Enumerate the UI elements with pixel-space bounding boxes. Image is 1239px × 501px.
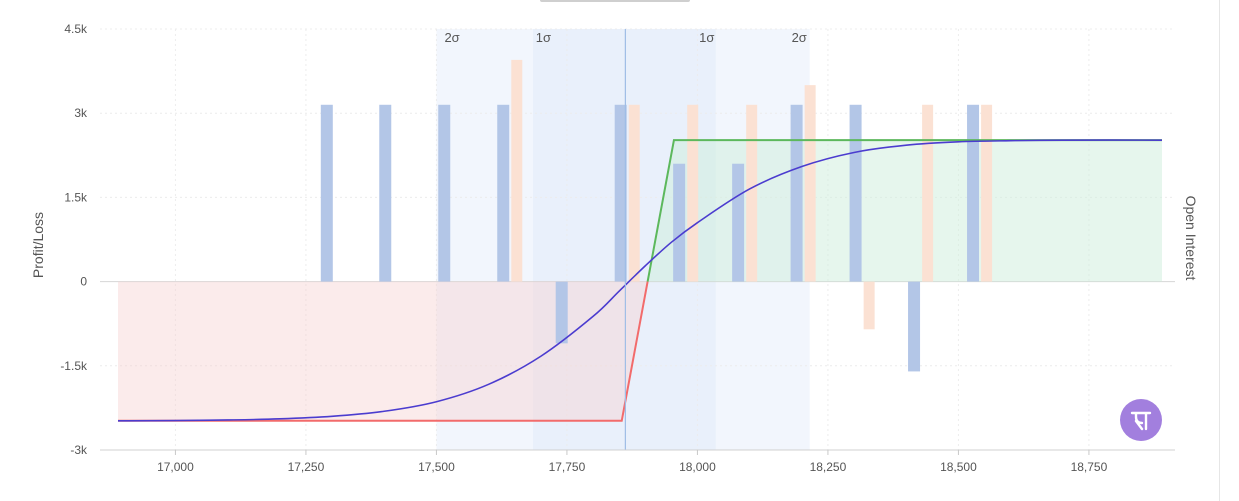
profit-area — [647, 140, 1162, 282]
call-oi-bar-9 — [849, 104, 862, 282]
put-oi-bar-1 — [628, 104, 640, 282]
put-oi-bar-3 — [746, 104, 758, 282]
call-oi-bar-8 — [790, 104, 803, 282]
sigma-label-3: 2σ — [792, 30, 807, 45]
sigma-label-2: 1σ — [699, 30, 714, 45]
put-oi-bar-0 — [511, 59, 523, 282]
call-oi-bar-3 — [497, 104, 510, 282]
put-oi-bar-4 — [804, 85, 816, 282]
x-tick-label-5: 18,250 — [810, 460, 847, 474]
brand-logo-glyph — [1130, 411, 1152, 431]
y-axis-title: Profit/Loss — [30, 212, 46, 278]
call-oi-bar-2 — [438, 104, 451, 282]
call-oi-bar-6 — [673, 163, 686, 282]
panel-border — [1219, 0, 1220, 501]
call-oi-bar-1 — [379, 104, 392, 282]
call-oi-bar-0 — [320, 104, 333, 282]
target-payoff-line — [117, 139, 1163, 422]
y-tick-label-1: -1.5k — [60, 359, 88, 373]
call-oi-bar-10 — [908, 281, 921, 372]
top-tab-edge — [540, 0, 690, 2]
y-tick-label-0: -3k — [70, 443, 88, 457]
y2-axis-title: Open Interest — [1183, 196, 1199, 281]
put-oi-bar-5 — [863, 281, 875, 330]
call-oi-bar-11 — [967, 104, 980, 282]
x-tick-label-6: 18,500 — [940, 460, 977, 474]
put-oi-bar-2 — [687, 104, 699, 282]
call-oi-bar-7 — [732, 163, 745, 282]
loss-area — [118, 281, 648, 421]
expiry-payoff-loss-line — [118, 281, 649, 422]
x-tick-label-4: 18,000 — [679, 460, 716, 474]
call-oi-bar-4 — [555, 281, 568, 344]
y-tick-label-4: 3k — [74, 106, 88, 120]
call-oi-bar-5 — [614, 104, 627, 282]
x-tick-label-2: 17,500 — [418, 460, 455, 474]
y-tick-label-3: 1.5k — [64, 190, 88, 204]
y-tick-label-2: 0 — [80, 275, 87, 289]
x-tick-label-0: 17,000 — [157, 460, 194, 474]
sigma-label-1: 1σ — [536, 30, 551, 45]
y-tick-label-5: 4.5k — [64, 22, 88, 36]
put-oi-bar-6 — [922, 104, 934, 282]
put-oi-bar-7 — [981, 104, 993, 282]
brand-logo-icon — [1120, 399, 1162, 441]
x-tick-label-7: 18,750 — [1071, 460, 1108, 474]
x-tick-label-1: 17,250 — [288, 460, 325, 474]
sigma-label-0: 2σ — [444, 30, 459, 45]
x-tick-label-3: 17,750 — [549, 460, 586, 474]
